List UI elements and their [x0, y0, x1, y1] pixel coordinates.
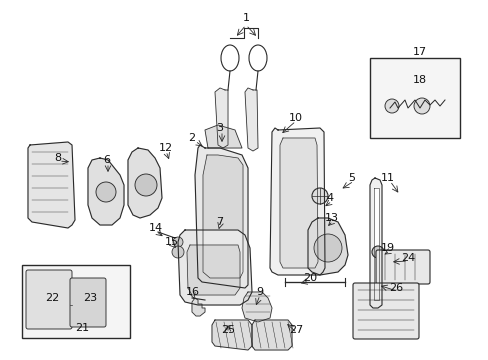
Text: 20: 20: [303, 273, 316, 283]
Text: 8: 8: [54, 153, 61, 163]
Text: 14: 14: [149, 223, 163, 233]
Bar: [22, 265, 130, 338]
Text: 25: 25: [221, 325, 235, 335]
Polygon shape: [88, 158, 124, 225]
Text: 19: 19: [380, 243, 394, 253]
Text: 17: 17: [412, 47, 426, 57]
Text: 18: 18: [412, 75, 426, 85]
Polygon shape: [215, 88, 227, 148]
Polygon shape: [244, 88, 258, 151]
Text: 9: 9: [256, 287, 263, 297]
FancyBboxPatch shape: [375, 250, 429, 284]
Circle shape: [172, 246, 183, 258]
Text: 21: 21: [75, 323, 89, 333]
Polygon shape: [373, 188, 378, 300]
Text: 26: 26: [388, 283, 402, 293]
Polygon shape: [195, 145, 247, 288]
Text: 16: 16: [185, 287, 200, 297]
Text: 23: 23: [83, 293, 97, 303]
Polygon shape: [307, 218, 347, 275]
Polygon shape: [186, 245, 240, 295]
Circle shape: [384, 99, 398, 113]
Polygon shape: [212, 320, 251, 350]
Polygon shape: [251, 320, 291, 350]
Text: 27: 27: [288, 325, 303, 335]
Polygon shape: [203, 155, 243, 278]
Polygon shape: [204, 125, 242, 148]
Circle shape: [313, 234, 341, 262]
Text: 11: 11: [380, 173, 394, 183]
Text: 6: 6: [103, 155, 110, 165]
Text: 2: 2: [188, 133, 195, 143]
Text: 1: 1: [242, 13, 249, 23]
Text: 10: 10: [288, 113, 303, 123]
Polygon shape: [280, 138, 317, 268]
Circle shape: [413, 98, 429, 114]
Text: 15: 15: [164, 237, 179, 247]
FancyBboxPatch shape: [26, 270, 72, 329]
Text: 3: 3: [216, 123, 223, 133]
Polygon shape: [178, 230, 251, 305]
Polygon shape: [192, 298, 204, 316]
Text: 22: 22: [45, 293, 59, 303]
Circle shape: [173, 237, 183, 247]
Text: 4: 4: [326, 193, 333, 203]
Circle shape: [96, 182, 116, 202]
Polygon shape: [128, 148, 162, 218]
Bar: [369, 58, 459, 138]
Polygon shape: [369, 178, 381, 308]
FancyBboxPatch shape: [352, 283, 418, 339]
Circle shape: [311, 188, 327, 204]
Polygon shape: [28, 142, 75, 228]
Circle shape: [135, 174, 157, 196]
Text: 13: 13: [325, 213, 338, 223]
Polygon shape: [242, 292, 271, 322]
Text: 5: 5: [348, 173, 355, 183]
Circle shape: [371, 246, 383, 258]
Text: 12: 12: [159, 143, 173, 153]
FancyBboxPatch shape: [70, 278, 106, 327]
Polygon shape: [269, 128, 325, 275]
Text: 7: 7: [216, 217, 223, 227]
Text: 24: 24: [400, 253, 414, 263]
